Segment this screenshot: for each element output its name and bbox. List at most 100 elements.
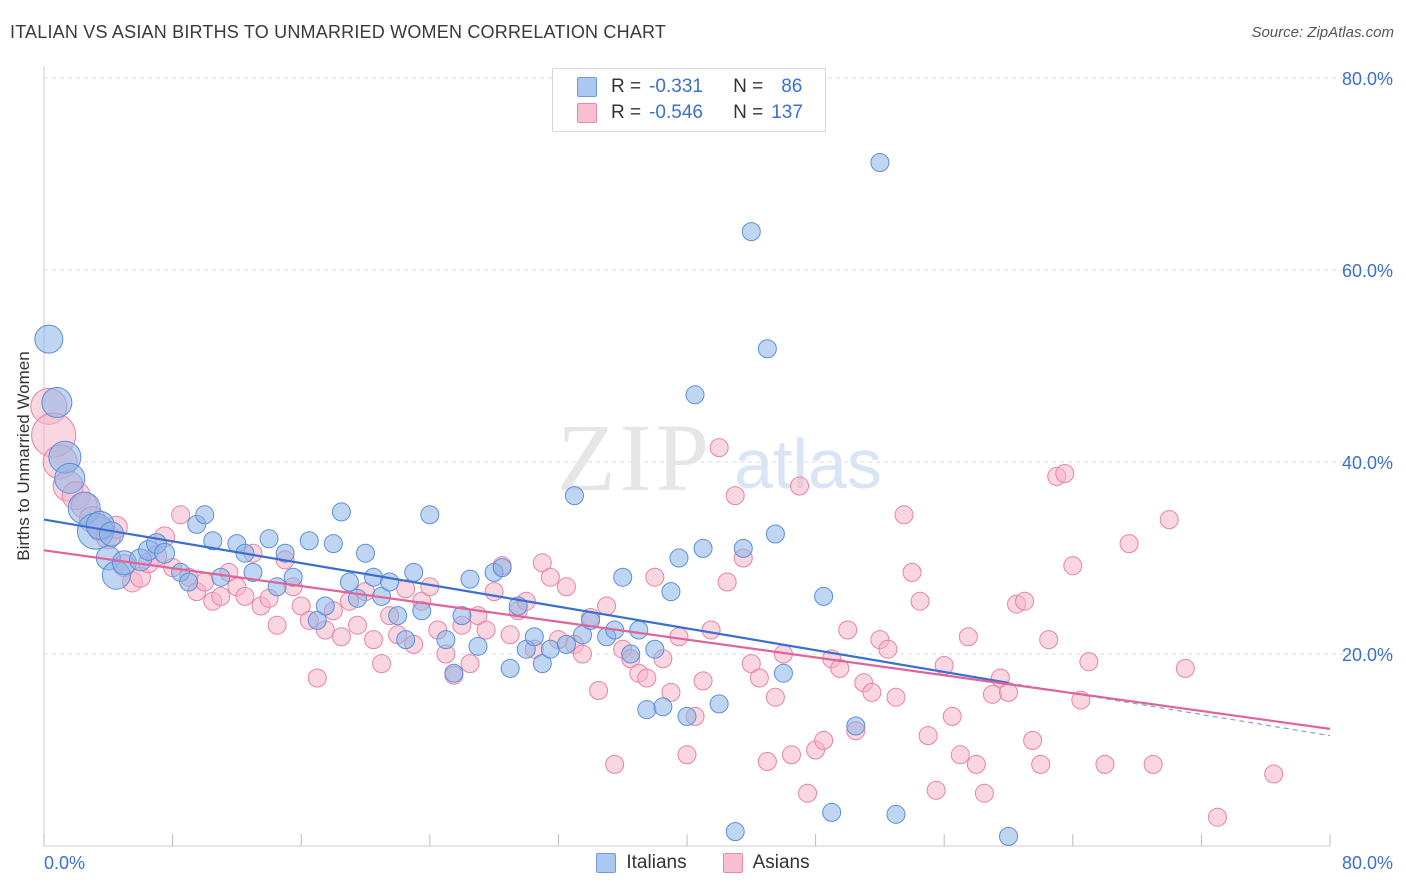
asians-point bbox=[814, 730, 834, 750]
asians-point bbox=[693, 671, 713, 691]
italians-point bbox=[195, 505, 215, 525]
italians-point bbox=[733, 538, 753, 558]
italians-point bbox=[259, 529, 279, 549]
n-label: N = bbox=[733, 102, 764, 123]
asians-point bbox=[765, 687, 785, 707]
asians-point bbox=[645, 567, 665, 587]
italians-point bbox=[999, 826, 1018, 846]
legend-item-italians[interactable]: Italians bbox=[596, 852, 687, 874]
italians-point bbox=[773, 663, 793, 683]
italians-point bbox=[725, 822, 745, 842]
italians-point bbox=[540, 639, 560, 659]
italians-point bbox=[709, 694, 729, 714]
italians-point bbox=[267, 577, 287, 597]
asians-point bbox=[1143, 754, 1163, 774]
italians-point bbox=[283, 567, 303, 587]
asians-point bbox=[838, 620, 858, 640]
watermark: ZIP atlas bbox=[557, 404, 882, 511]
asians-point bbox=[171, 505, 191, 525]
asians-point bbox=[307, 668, 327, 688]
asians-point bbox=[790, 476, 810, 496]
asians-point bbox=[331, 627, 351, 647]
asians-legend-label: Asians bbox=[752, 852, 810, 873]
italians-point bbox=[669, 548, 689, 568]
x-tick-label-min: 0.0% bbox=[44, 853, 85, 873]
italians-point bbox=[339, 572, 359, 592]
italians-point bbox=[693, 538, 713, 558]
italians-point bbox=[331, 502, 351, 522]
source-label: Source: ZipAtlas.com bbox=[1251, 24, 1394, 41]
asians-point bbox=[942, 706, 962, 726]
asians-point bbox=[347, 615, 367, 635]
italians-point bbox=[154, 542, 176, 564]
asians-point bbox=[974, 783, 994, 803]
asians-point bbox=[1264, 764, 1284, 784]
italians-point bbox=[532, 654, 552, 674]
asians-point bbox=[950, 745, 970, 765]
n-label: N = bbox=[733, 76, 764, 97]
italians-point bbox=[846, 716, 866, 736]
asians-swatch bbox=[577, 103, 597, 123]
asians-point bbox=[926, 780, 946, 800]
italians-trend-line bbox=[43, 518, 1009, 684]
y-tick-label: 80.0% bbox=[1342, 69, 1393, 89]
italians-r-value: -0.331 bbox=[649, 76, 703, 97]
italians-point bbox=[380, 572, 400, 592]
italians-point bbox=[41, 386, 73, 418]
asians-point bbox=[1039, 630, 1059, 650]
asians-point bbox=[364, 630, 384, 650]
asians-point bbox=[556, 577, 576, 597]
asians-point bbox=[460, 654, 480, 674]
italians-point bbox=[99, 521, 125, 547]
italians-point bbox=[613, 567, 633, 587]
asians-point bbox=[661, 682, 681, 702]
asians-point bbox=[982, 684, 1002, 704]
italians-point bbox=[460, 569, 480, 589]
italians-point bbox=[661, 582, 681, 602]
italians-point bbox=[54, 462, 86, 494]
asians-point bbox=[500, 625, 520, 645]
italians-point bbox=[243, 562, 263, 582]
y-axis-label: Births to Unmarried Women bbox=[14, 351, 33, 561]
italians-point bbox=[500, 658, 520, 678]
asians-point bbox=[862, 682, 882, 702]
italians-point bbox=[886, 804, 906, 824]
italians-n-value: 86 bbox=[781, 76, 803, 97]
asians-point bbox=[235, 586, 255, 606]
italians-legend-label: Italians bbox=[626, 852, 687, 873]
legend-item-asians[interactable]: Asians bbox=[722, 852, 810, 874]
asians-point bbox=[918, 726, 938, 746]
asians-point bbox=[267, 615, 287, 635]
series-italians bbox=[34, 152, 1018, 846]
italians-point bbox=[468, 636, 488, 656]
x-tick-label-max: 80.0% bbox=[1342, 853, 1393, 873]
asians-point bbox=[597, 596, 617, 616]
asians-point bbox=[1119, 534, 1139, 554]
italians-point bbox=[275, 543, 295, 563]
asians-point bbox=[637, 668, 657, 688]
italians-point bbox=[299, 531, 319, 551]
italians-point bbox=[822, 802, 842, 822]
asians-point bbox=[1207, 807, 1227, 827]
asians-point bbox=[749, 668, 769, 688]
italians-point bbox=[741, 222, 761, 242]
italians-point bbox=[653, 697, 673, 717]
asians-point bbox=[291, 596, 311, 616]
italians-point bbox=[315, 596, 335, 616]
italians-point bbox=[814, 586, 834, 606]
asians-point bbox=[966, 754, 986, 774]
italians-point bbox=[637, 700, 657, 720]
italians-point bbox=[629, 620, 649, 640]
asians-point bbox=[910, 591, 930, 611]
series-layer bbox=[30, 152, 1284, 846]
asians-point bbox=[886, 687, 906, 707]
italians-point bbox=[685, 385, 705, 405]
y-tick-label: 20.0% bbox=[1342, 645, 1393, 665]
r-label: R = bbox=[611, 102, 642, 123]
italians-point bbox=[757, 339, 777, 359]
asians-point bbox=[589, 680, 609, 700]
asians-point bbox=[573, 644, 593, 664]
italians-point bbox=[323, 534, 343, 554]
asians-point bbox=[605, 754, 625, 774]
